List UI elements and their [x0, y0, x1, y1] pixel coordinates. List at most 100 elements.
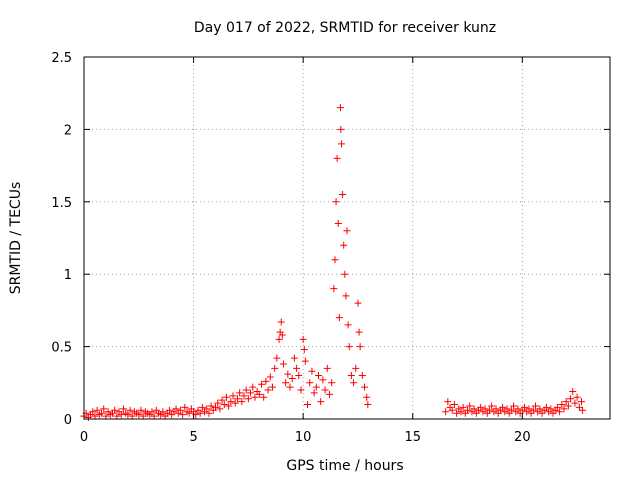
x-tick-label: 5	[189, 430, 197, 445]
data-point	[247, 389, 255, 397]
x-tick-label: 15	[404, 430, 421, 445]
data-point	[319, 376, 327, 384]
y-tick-label: 0.5	[51, 341, 72, 356]
data-point	[531, 402, 539, 410]
data-point	[481, 405, 489, 413]
data-point	[448, 406, 456, 414]
data-point	[176, 406, 184, 414]
data-point	[344, 321, 352, 329]
data-point	[459, 403, 467, 411]
data-point	[222, 393, 230, 401]
x-tick-label: 10	[295, 430, 312, 445]
y-tick-label: 0	[64, 413, 72, 428]
data-point	[220, 401, 228, 409]
data-point	[196, 409, 204, 417]
data-point	[352, 364, 360, 372]
data-point	[354, 299, 362, 307]
data-point	[529, 406, 537, 414]
data-point	[331, 256, 339, 264]
data-point	[148, 408, 156, 416]
data-point	[258, 380, 266, 388]
data-point	[299, 335, 307, 343]
data-point	[203, 405, 211, 413]
data-point	[323, 364, 331, 372]
data-point	[301, 357, 309, 365]
data-point	[244, 395, 252, 403]
data-point	[350, 379, 358, 387]
data-point	[275, 335, 283, 343]
data-point	[255, 390, 263, 398]
data-point	[514, 405, 522, 413]
data-point	[205, 409, 213, 417]
data-point	[317, 398, 325, 406]
data-point	[358, 372, 366, 380]
data-point	[150, 412, 158, 420]
data-point	[128, 412, 136, 420]
data-point	[332, 198, 340, 206]
data-point	[333, 154, 341, 162]
x-tick-label: 20	[514, 430, 531, 445]
data-point	[525, 405, 533, 413]
plot-frame	[83, 56, 611, 420]
data-point	[562, 398, 570, 406]
data-point	[312, 383, 320, 391]
data-point	[111, 406, 119, 414]
data-point	[284, 370, 292, 378]
data-point	[536, 405, 544, 413]
data-point	[98, 409, 106, 417]
data-point	[343, 227, 351, 235]
data-point	[139, 412, 147, 420]
data-point	[363, 393, 371, 401]
data-point	[271, 364, 279, 372]
data-point	[339, 191, 347, 199]
x-axis-label: GPS time / hours	[286, 458, 403, 474]
data-point	[564, 402, 572, 410]
x-tick-label: 0	[80, 430, 88, 445]
data-point	[181, 403, 189, 411]
points-layer	[80, 104, 587, 422]
data-point	[295, 372, 303, 380]
data-point	[137, 406, 145, 414]
data-point	[488, 402, 496, 410]
data-point	[225, 402, 233, 410]
data-point	[179, 411, 187, 419]
data-point	[236, 389, 244, 397]
data-point	[293, 364, 301, 372]
data-point	[507, 406, 515, 414]
data-point	[286, 383, 294, 391]
data-point	[558, 401, 566, 409]
data-point	[93, 406, 101, 414]
data-point	[355, 328, 363, 336]
data-point	[297, 386, 305, 394]
data-point	[328, 379, 336, 387]
data-point	[231, 399, 239, 407]
data-point	[242, 386, 250, 394]
data-point	[453, 409, 461, 417]
data-point	[262, 377, 270, 385]
data-point	[306, 379, 314, 387]
data-point	[345, 343, 353, 351]
data-point	[347, 372, 355, 380]
data-point	[569, 387, 577, 395]
data-point	[113, 412, 121, 420]
data-point	[238, 398, 246, 406]
data-point	[492, 405, 500, 413]
data-point	[264, 386, 272, 394]
data-point	[560, 405, 568, 413]
grid-layer	[84, 57, 610, 419]
data-point	[579, 406, 587, 414]
data-point	[470, 405, 478, 413]
data-point	[567, 395, 575, 403]
data-point	[119, 405, 127, 413]
data-point	[214, 399, 222, 407]
data-point	[266, 373, 274, 381]
data-point	[278, 331, 286, 339]
data-point	[233, 395, 241, 403]
data-point	[444, 398, 452, 406]
y-tick-label: 1.5	[51, 196, 72, 211]
data-point	[361, 383, 369, 391]
data-point	[542, 403, 550, 411]
data-point	[571, 399, 579, 407]
data-point	[260, 393, 268, 401]
